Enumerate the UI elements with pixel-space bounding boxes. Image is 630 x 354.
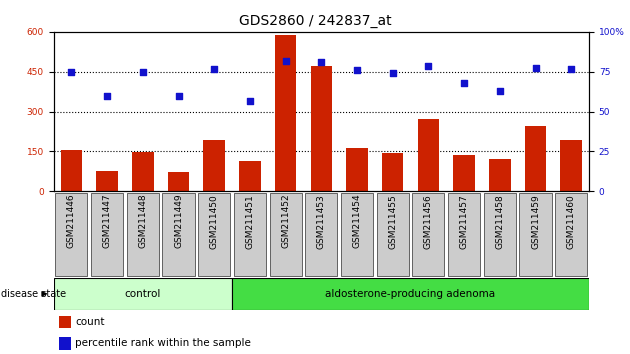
Text: aldosterone-producing adenoma: aldosterone-producing adenoma <box>326 289 496 299</box>
Text: GSM211451: GSM211451 <box>246 194 255 249</box>
Text: GSM211448: GSM211448 <box>139 194 147 249</box>
Text: disease state: disease state <box>1 289 66 299</box>
Text: GSM211446: GSM211446 <box>67 194 76 249</box>
Bar <box>382 153 403 191</box>
Bar <box>346 148 368 191</box>
Text: control: control <box>125 289 161 299</box>
Point <box>138 70 148 75</box>
Text: GSM211449: GSM211449 <box>174 194 183 249</box>
Bar <box>520 193 552 276</box>
Bar <box>555 193 587 276</box>
Point <box>566 66 576 72</box>
Bar <box>96 171 118 191</box>
Bar <box>203 140 225 191</box>
Bar <box>311 67 332 191</box>
Point <box>495 88 505 93</box>
Text: GSM211455: GSM211455 <box>388 194 397 249</box>
Text: GSM211460: GSM211460 <box>567 194 576 249</box>
Text: GDS2860 / 242837_at: GDS2860 / 242837_at <box>239 14 391 28</box>
Text: GSM211454: GSM211454 <box>353 194 362 249</box>
Bar <box>132 152 154 191</box>
Bar <box>163 193 195 276</box>
Point <box>459 80 469 86</box>
Bar <box>234 193 266 276</box>
Bar <box>60 150 82 191</box>
Bar <box>59 337 71 350</box>
Text: GSM211447: GSM211447 <box>103 194 112 249</box>
Point <box>102 93 112 98</box>
Bar <box>232 278 589 310</box>
Bar <box>59 316 71 329</box>
Bar <box>54 278 232 310</box>
Bar <box>561 140 582 191</box>
Point <box>530 65 541 71</box>
Bar <box>525 126 546 191</box>
Point <box>245 99 255 104</box>
Bar <box>239 161 261 191</box>
Text: GSM211457: GSM211457 <box>460 194 469 249</box>
Bar <box>489 159 510 191</box>
Bar <box>168 172 189 191</box>
Bar <box>91 193 123 276</box>
Bar <box>127 193 159 276</box>
Point <box>387 70 398 76</box>
Text: GSM211450: GSM211450 <box>210 194 219 249</box>
Bar <box>341 193 373 276</box>
Text: count: count <box>75 317 105 327</box>
Bar <box>484 193 516 276</box>
Point <box>352 68 362 73</box>
Bar <box>275 34 296 191</box>
Text: GSM211452: GSM211452 <box>281 194 290 249</box>
Bar <box>270 193 302 276</box>
Bar <box>55 193 88 276</box>
Bar <box>454 155 475 191</box>
Point <box>209 66 219 72</box>
Text: GSM211459: GSM211459 <box>531 194 540 249</box>
Text: GSM211458: GSM211458 <box>495 194 504 249</box>
Bar <box>448 193 480 276</box>
Point <box>423 64 433 69</box>
Bar <box>377 193 409 276</box>
Text: GSM211456: GSM211456 <box>424 194 433 249</box>
Point <box>173 93 183 99</box>
Text: percentile rank within the sample: percentile rank within the sample <box>75 338 251 348</box>
Point <box>316 59 326 64</box>
Bar <box>413 193 445 276</box>
Bar <box>306 193 338 276</box>
Point <box>66 69 76 75</box>
Bar <box>418 120 439 191</box>
Text: GSM211453: GSM211453 <box>317 194 326 249</box>
Point <box>280 58 290 64</box>
Bar <box>198 193 231 276</box>
